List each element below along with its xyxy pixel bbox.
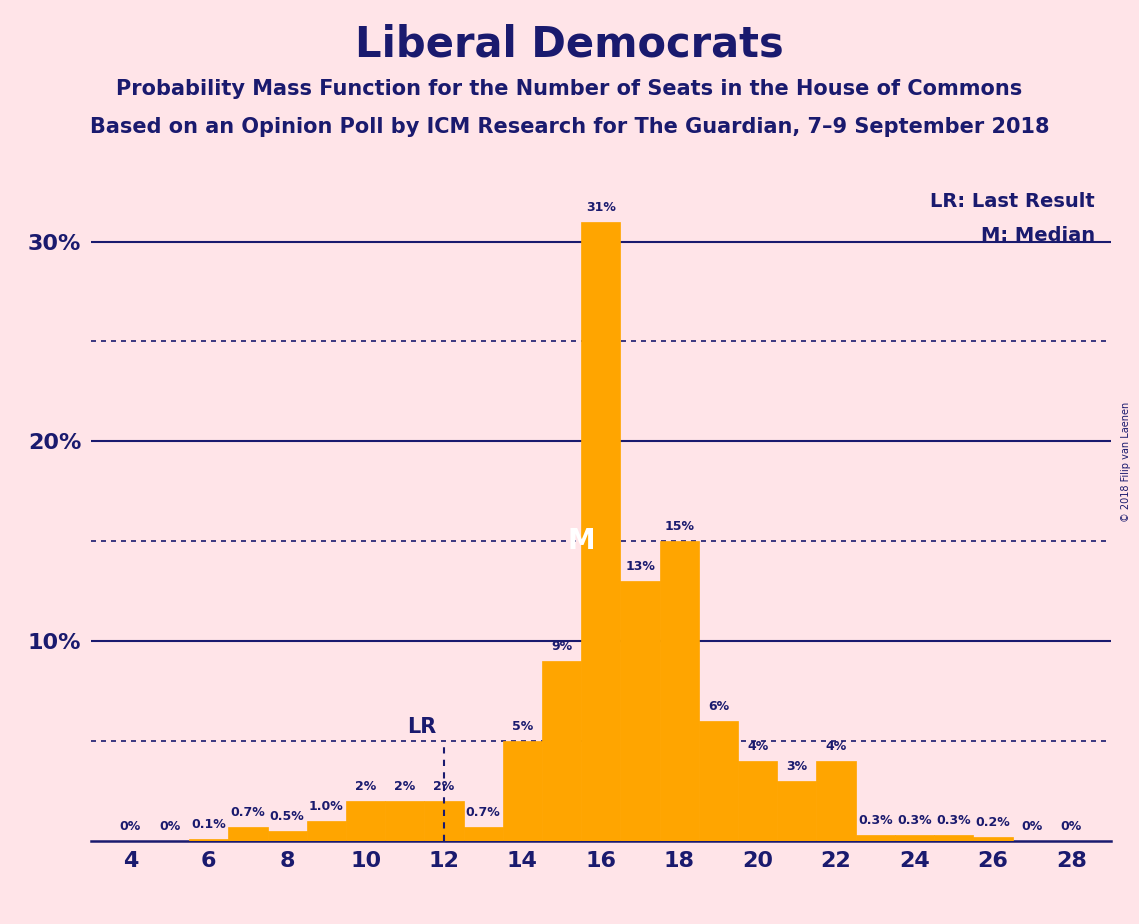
Text: © 2018 Filip van Laenen: © 2018 Filip van Laenen	[1121, 402, 1131, 522]
Text: 13%: 13%	[625, 560, 655, 573]
Text: Liberal Democrats: Liberal Democrats	[355, 23, 784, 65]
Bar	[817, 761, 855, 841]
Text: Probability Mass Function for the Number of Seats in the House of Commons: Probability Mass Function for the Number…	[116, 79, 1023, 99]
Bar	[306, 821, 346, 841]
Text: 9%: 9%	[551, 640, 572, 653]
Text: M: M	[567, 528, 595, 555]
Bar	[934, 835, 974, 841]
Bar	[228, 827, 268, 841]
Text: 4%: 4%	[826, 740, 846, 753]
Bar	[464, 827, 502, 841]
Text: 2%: 2%	[433, 780, 454, 793]
Text: 15%: 15%	[664, 520, 695, 533]
Text: 0%: 0%	[1060, 820, 1082, 833]
Text: 0.3%: 0.3%	[858, 814, 893, 827]
Text: 0.7%: 0.7%	[230, 806, 265, 819]
Bar	[581, 222, 621, 841]
Text: 0.2%: 0.2%	[975, 816, 1010, 829]
Bar	[502, 741, 542, 841]
Bar	[189, 839, 228, 841]
Text: 3%: 3%	[786, 760, 808, 772]
Text: LR: Last Result: LR: Last Result	[931, 192, 1096, 212]
Bar	[659, 541, 699, 841]
Text: 4%: 4%	[747, 740, 769, 753]
Text: 0%: 0%	[1022, 820, 1042, 833]
Text: 31%: 31%	[585, 201, 616, 213]
Text: 0.1%: 0.1%	[191, 818, 227, 831]
Text: 0%: 0%	[120, 820, 141, 833]
Bar	[385, 801, 425, 841]
Text: LR: LR	[407, 717, 436, 737]
Text: 0%: 0%	[159, 820, 180, 833]
Bar	[974, 837, 1013, 841]
Text: M: Median: M: Median	[981, 226, 1096, 245]
Bar	[542, 661, 581, 841]
Text: Based on an Opinion Poll by ICM Research for The Guardian, 7–9 September 2018: Based on an Opinion Poll by ICM Research…	[90, 117, 1049, 138]
Bar	[346, 801, 385, 841]
Text: 1.0%: 1.0%	[309, 800, 344, 813]
Bar	[855, 835, 895, 841]
Text: 0.3%: 0.3%	[936, 814, 972, 827]
Bar	[621, 581, 659, 841]
Bar	[738, 761, 777, 841]
Bar	[699, 721, 738, 841]
Bar	[425, 801, 464, 841]
Bar	[777, 781, 817, 841]
Text: 2%: 2%	[355, 780, 376, 793]
Bar	[895, 835, 934, 841]
Text: 6%: 6%	[707, 700, 729, 713]
Text: 5%: 5%	[511, 720, 533, 733]
Bar	[268, 831, 306, 841]
Text: 0.5%: 0.5%	[270, 809, 304, 823]
Text: 0.3%: 0.3%	[898, 814, 932, 827]
Text: 0.7%: 0.7%	[466, 806, 500, 819]
Text: 2%: 2%	[394, 780, 416, 793]
